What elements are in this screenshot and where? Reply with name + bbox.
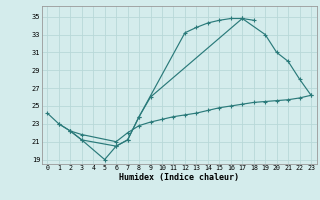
X-axis label: Humidex (Indice chaleur): Humidex (Indice chaleur) — [119, 173, 239, 182]
